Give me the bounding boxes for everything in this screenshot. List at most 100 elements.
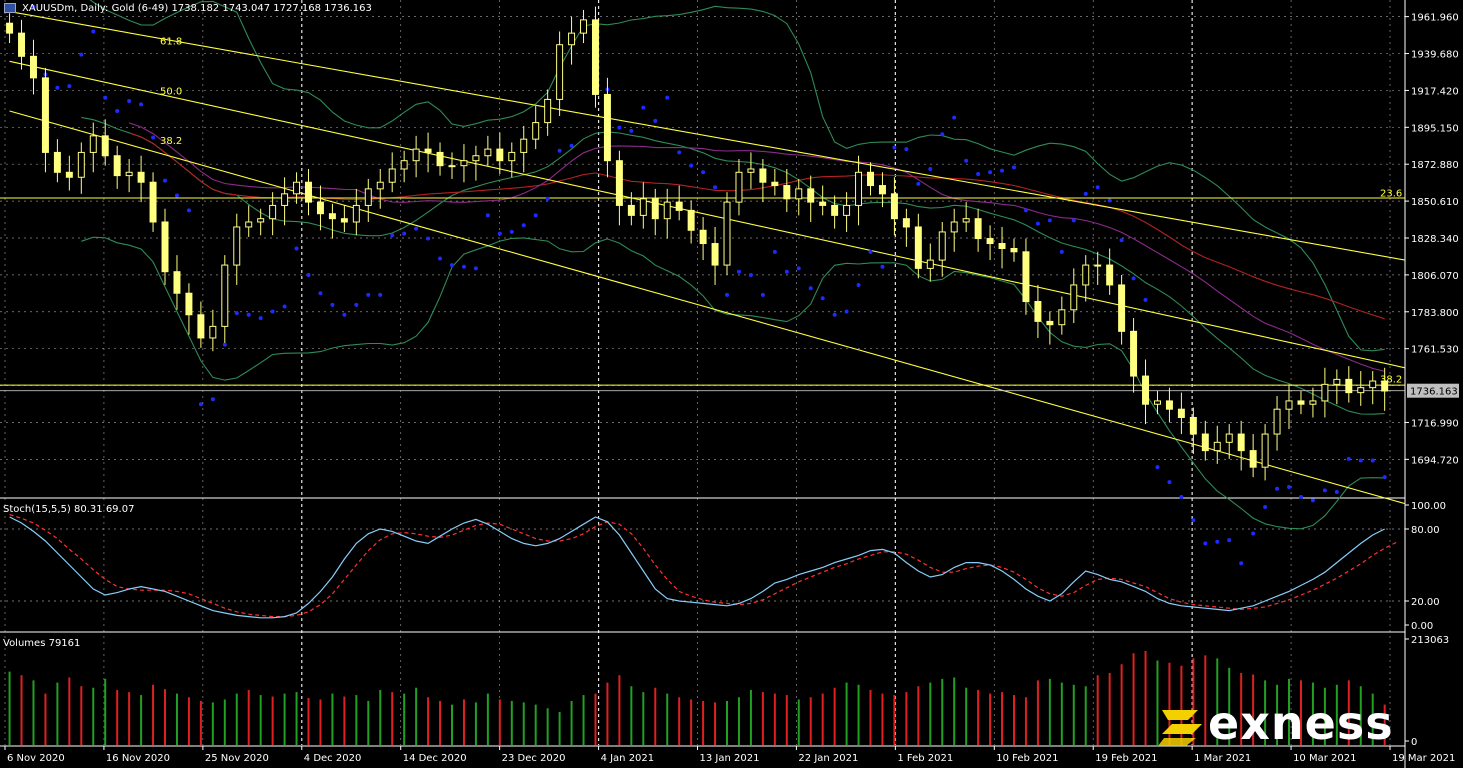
- sar-dot: [127, 99, 132, 104]
- candle-body: [424, 148, 432, 153]
- fib-label: 38.2: [160, 136, 182, 147]
- date-tick-label: 10 Feb 2021: [996, 753, 1058, 764]
- candle-body: [113, 155, 121, 177]
- sar-dot: [1251, 531, 1256, 536]
- candle-body: [1082, 264, 1090, 286]
- candle-body: [950, 221, 958, 233]
- trendlines: [0, 11, 1406, 505]
- stoch-tick-label: 20.00: [1411, 597, 1440, 608]
- date-tick-label: 10 Mar 2021: [1293, 753, 1356, 764]
- candle-body: [316, 201, 324, 215]
- stoch-tick-label: 80.00: [1411, 525, 1440, 536]
- candle-body: [1225, 433, 1233, 443]
- exness-logo-icon: [1158, 710, 1202, 746]
- sar-dot: [1203, 541, 1208, 546]
- sar-dot: [1083, 191, 1088, 196]
- date-tick-label: 19 Mar 2021: [1392, 753, 1455, 764]
- sar-dot: [928, 166, 933, 171]
- candle-body: [185, 292, 193, 316]
- candle-body: [1070, 284, 1078, 311]
- sar-dot: [1155, 465, 1160, 470]
- sar-dot: [1107, 198, 1112, 203]
- sar-dot: [438, 256, 443, 261]
- candle-body: [89, 135, 97, 153]
- candle-body: [615, 160, 623, 206]
- volume-header: Volumes 79161: [3, 638, 81, 649]
- date-tick-label: 14 Dec 2020: [403, 753, 467, 764]
- candle-body: [1297, 400, 1305, 405]
- sar-dot: [306, 273, 311, 278]
- trendline: [9, 11, 1406, 261]
- sar-dot: [414, 226, 419, 231]
- price-tick-label: 1716.990: [1411, 418, 1459, 429]
- sar-dot: [174, 193, 179, 198]
- sar-dot: [629, 128, 634, 133]
- sar-dot: [748, 273, 753, 278]
- sar-dot: [1263, 504, 1268, 509]
- sar-dot: [904, 147, 909, 152]
- candle-body: [926, 259, 934, 269]
- sar-dot: [103, 95, 108, 100]
- sar-dot: [31, 4, 36, 9]
- parabolic-sar: [31, 4, 1387, 566]
- sar-dot: [67, 84, 72, 89]
- ma-red: [128, 132, 1385, 320]
- candle-body: [305, 181, 312, 203]
- candle-body: [651, 198, 659, 220]
- sar-dot: [1287, 485, 1292, 490]
- candle-body: [1357, 387, 1365, 394]
- sar-dot: [880, 264, 885, 269]
- sar-dot: [258, 316, 263, 321]
- price-tick-label: 1828.340: [1411, 234, 1459, 245]
- candle-body: [161, 221, 169, 273]
- main-header: XAUUSDm, Daily: Gold (6-49) 1738.182 174…: [22, 3, 372, 14]
- sar-dot: [1227, 538, 1232, 543]
- grid: [0, 0, 1405, 745]
- bb-middle: [81, 116, 1385, 415]
- fib-label: 23.6: [1380, 188, 1402, 199]
- candle-body: [711, 243, 719, 266]
- candle-body: [1142, 375, 1150, 405]
- date-tick-label: 1 Feb 2021: [897, 753, 953, 764]
- candle-body: [18, 32, 26, 57]
- candle-body: [675, 201, 683, 211]
- candle-body: [687, 209, 695, 231]
- candle-body: [6, 22, 14, 34]
- sar-dot: [1382, 475, 1387, 480]
- candle-body: [843, 204, 851, 216]
- sar-dot: [246, 312, 251, 317]
- candle-body: [1321, 383, 1329, 402]
- date-tick-label: 4 Jan 2021: [601, 753, 655, 764]
- sar-dot: [115, 108, 120, 113]
- price-tick-label: 1895.150: [1411, 123, 1459, 134]
- candle-body: [412, 148, 420, 162]
- candle-body: [137, 171, 145, 183]
- sar-dot: [940, 132, 945, 137]
- candle-body: [1165, 400, 1173, 410]
- candle-body: [532, 122, 540, 140]
- sar-dot: [509, 229, 514, 234]
- sar-dot: [402, 231, 407, 236]
- candle-body: [663, 201, 671, 220]
- sar-dot: [1358, 458, 1363, 463]
- sar-dot: [55, 85, 60, 90]
- candle-body: [77, 151, 85, 178]
- sar-dot: [689, 163, 694, 168]
- candle-body: [448, 165, 456, 168]
- candle-body: [998, 243, 1006, 249]
- sar-dot: [796, 266, 801, 271]
- sar-dot: [366, 292, 371, 297]
- candle-body: [41, 77, 49, 153]
- candle-body: [1249, 450, 1257, 468]
- sar-dot: [892, 145, 897, 150]
- candle-body: [986, 238, 994, 245]
- candle-body: [974, 218, 982, 240]
- moving-averages: [128, 122, 1385, 372]
- sar-dot: [736, 269, 741, 274]
- candle-body: [1213, 441, 1221, 452]
- sar-dot: [772, 249, 777, 254]
- candle-body: [639, 198, 647, 216]
- sar-dot: [1167, 480, 1172, 485]
- sar-dot: [713, 185, 718, 190]
